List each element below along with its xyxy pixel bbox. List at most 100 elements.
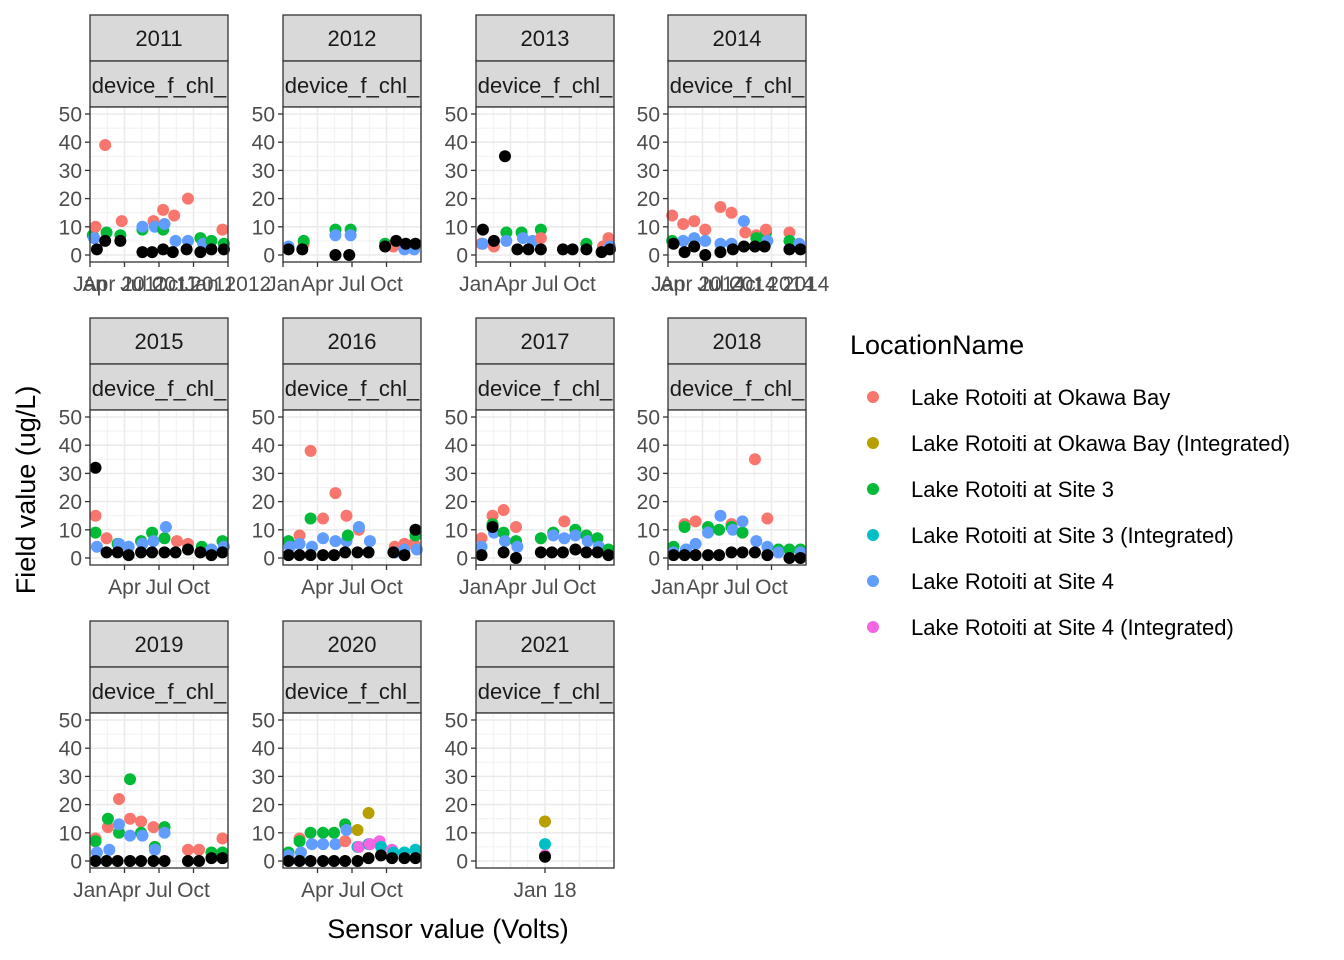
data-point (181, 543, 194, 556)
data-point (689, 549, 702, 562)
y-tick-label: 10 (252, 519, 275, 542)
data-point (159, 520, 172, 533)
data-point (181, 192, 194, 205)
data-point (112, 792, 125, 805)
facet-strip-year (667, 317, 807, 365)
data-point (677, 234, 690, 247)
data-point (758, 240, 771, 253)
x-tick-label: Oct (370, 576, 403, 599)
data-point (726, 243, 739, 256)
data-point (713, 549, 726, 562)
y-tick-label: 30 (445, 463, 468, 486)
data-point (216, 852, 229, 865)
data-point (794, 243, 807, 256)
x-tick-label: Apr (301, 879, 334, 902)
y-axis-title: Field value (ug/L) (11, 386, 41, 595)
data-point (390, 234, 403, 247)
data-point (329, 229, 342, 242)
y-tick-label: 0 (70, 851, 82, 874)
facet-strip-device (89, 666, 229, 714)
data-point (180, 243, 193, 256)
x-tick-label: Apr (494, 273, 527, 296)
facet-year-label: 2013 (521, 26, 570, 51)
data-point (736, 515, 749, 528)
data-point (500, 234, 513, 247)
data-point (545, 546, 558, 559)
facet-strip-year (667, 14, 807, 62)
y-tick-label: 0 (263, 548, 275, 571)
data-point (714, 237, 727, 250)
data-point (761, 549, 774, 562)
y-tick-label: 10 (59, 519, 82, 542)
y-tick-label: 40 (445, 738, 468, 761)
x-tick-label: Jan 18 (513, 879, 576, 902)
facet-strip-year (89, 620, 229, 668)
y-tick-label: 10 (252, 216, 275, 239)
data-point (688, 232, 701, 245)
data-point (511, 243, 524, 256)
y-tick-label: 40 (637, 132, 660, 155)
facet-year-label: 2017 (521, 329, 570, 354)
data-point (351, 855, 364, 867)
x-tick-label: Jan 2012 (185, 273, 271, 296)
facet-strip-year (282, 14, 422, 62)
x-tick-label: Oct (177, 879, 210, 902)
y-tick-label: 10 (445, 519, 468, 542)
legend-key (867, 575, 879, 587)
data-point (205, 243, 218, 256)
data-point (122, 549, 135, 562)
data-point (409, 843, 422, 856)
data-point (329, 838, 342, 851)
x-tick-label: Apr 2014 (660, 273, 746, 296)
data-point (351, 823, 364, 836)
data-point (558, 515, 571, 528)
data-point (556, 243, 569, 256)
y-tick-label: 10 (445, 822, 468, 845)
data-point (89, 220, 102, 233)
facet-strip-year (475, 620, 615, 668)
y-tick-label: 50 (252, 710, 275, 733)
data-point (736, 526, 749, 539)
data-point (158, 546, 171, 559)
data-point (340, 823, 353, 836)
data-point (534, 232, 547, 245)
data-point (362, 546, 375, 559)
data-point (216, 546, 229, 559)
legend-key (867, 529, 879, 541)
data-point (99, 234, 112, 247)
data-point (90, 243, 103, 256)
data-point (304, 549, 317, 562)
legend-key (867, 391, 879, 403)
data-point (304, 826, 317, 839)
data-point (329, 249, 342, 261)
data-point (678, 520, 691, 533)
data-point (725, 546, 738, 559)
data-point (148, 843, 161, 856)
facet-device-label: device_f_chl_ (92, 376, 227, 401)
x-tick-label: Oct (370, 273, 403, 296)
data-point (783, 243, 796, 256)
y-tick-label: 40 (252, 435, 275, 458)
facet-year-label: 2014 (713, 26, 762, 51)
data-point (124, 773, 137, 786)
y-tick-label: 50 (445, 407, 468, 430)
data-point (398, 852, 411, 865)
data-point (166, 246, 179, 259)
data-point (304, 512, 317, 525)
x-tick-label: Apr (108, 879, 141, 902)
data-point (475, 540, 488, 553)
x-tick-label: Oct (755, 576, 788, 599)
data-point (569, 529, 582, 542)
facet-strip-year (89, 14, 229, 62)
data-point (534, 532, 547, 545)
facet-year-label: 2018 (713, 329, 762, 354)
x-tick-label: Jul (146, 576, 173, 599)
facet-strip-device (89, 60, 229, 108)
data-point (739, 226, 752, 239)
data-point (688, 215, 701, 228)
data-point (341, 529, 354, 542)
data-point (115, 215, 128, 228)
data-point (702, 549, 715, 562)
data-point (352, 520, 365, 533)
